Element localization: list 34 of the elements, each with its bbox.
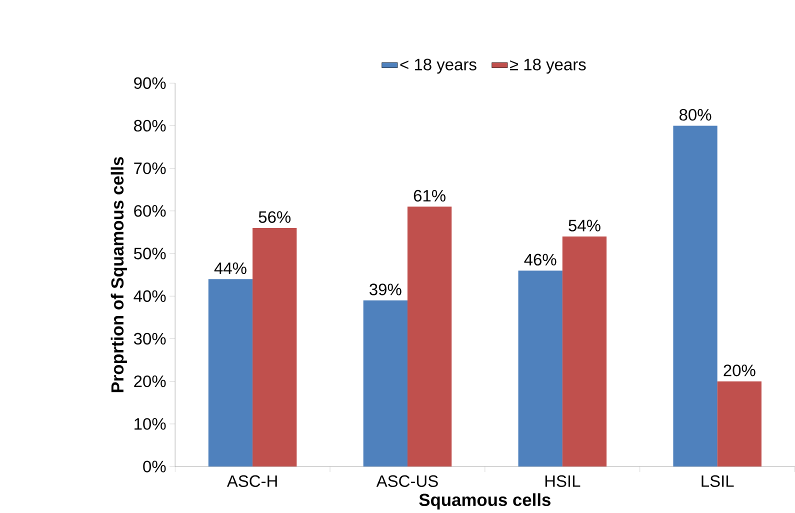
data-label: 80% xyxy=(680,109,712,121)
x-tick-label: LSIL xyxy=(702,476,734,488)
bar xyxy=(363,300,408,467)
bar xyxy=(407,206,452,467)
x-tick-label: ASC-US xyxy=(376,476,438,488)
x-axis-title: Squamous cells xyxy=(419,493,550,510)
y-axis-title: Proprtion of Squamous cells xyxy=(110,157,128,392)
y-tick-label: 90% xyxy=(134,78,166,90)
data-label: 44% xyxy=(214,262,246,274)
data-label: 46% xyxy=(524,254,556,266)
bar xyxy=(562,236,607,467)
y-tick-label: 70% xyxy=(134,162,166,174)
data-label: 39% xyxy=(370,284,402,296)
data-label: 20% xyxy=(724,364,756,376)
bar xyxy=(208,279,253,467)
y-tick-label: 20% xyxy=(134,376,166,388)
x-tick-label: ASC-H xyxy=(226,476,277,488)
data-label: 61% xyxy=(414,190,446,202)
y-tick-label: 80% xyxy=(134,120,166,132)
y-tick-label: 40% xyxy=(134,290,166,302)
bar xyxy=(252,228,297,467)
data-label: 54% xyxy=(568,220,600,232)
x-tick-label: HSIL xyxy=(545,476,580,488)
y-tick-label: 10% xyxy=(134,418,166,430)
bar xyxy=(673,126,718,467)
legend-label: ≥ 18 years xyxy=(510,58,586,74)
y-tick-label: 30% xyxy=(134,333,166,345)
y-tick-label: 0% xyxy=(143,460,166,473)
bar xyxy=(518,270,562,467)
data-label: 56% xyxy=(258,211,291,224)
y-tick-label: 50% xyxy=(134,248,166,260)
bar xyxy=(717,382,762,467)
y-tick-label: 60% xyxy=(134,205,166,217)
legend-label: < 18 years xyxy=(400,58,476,74)
